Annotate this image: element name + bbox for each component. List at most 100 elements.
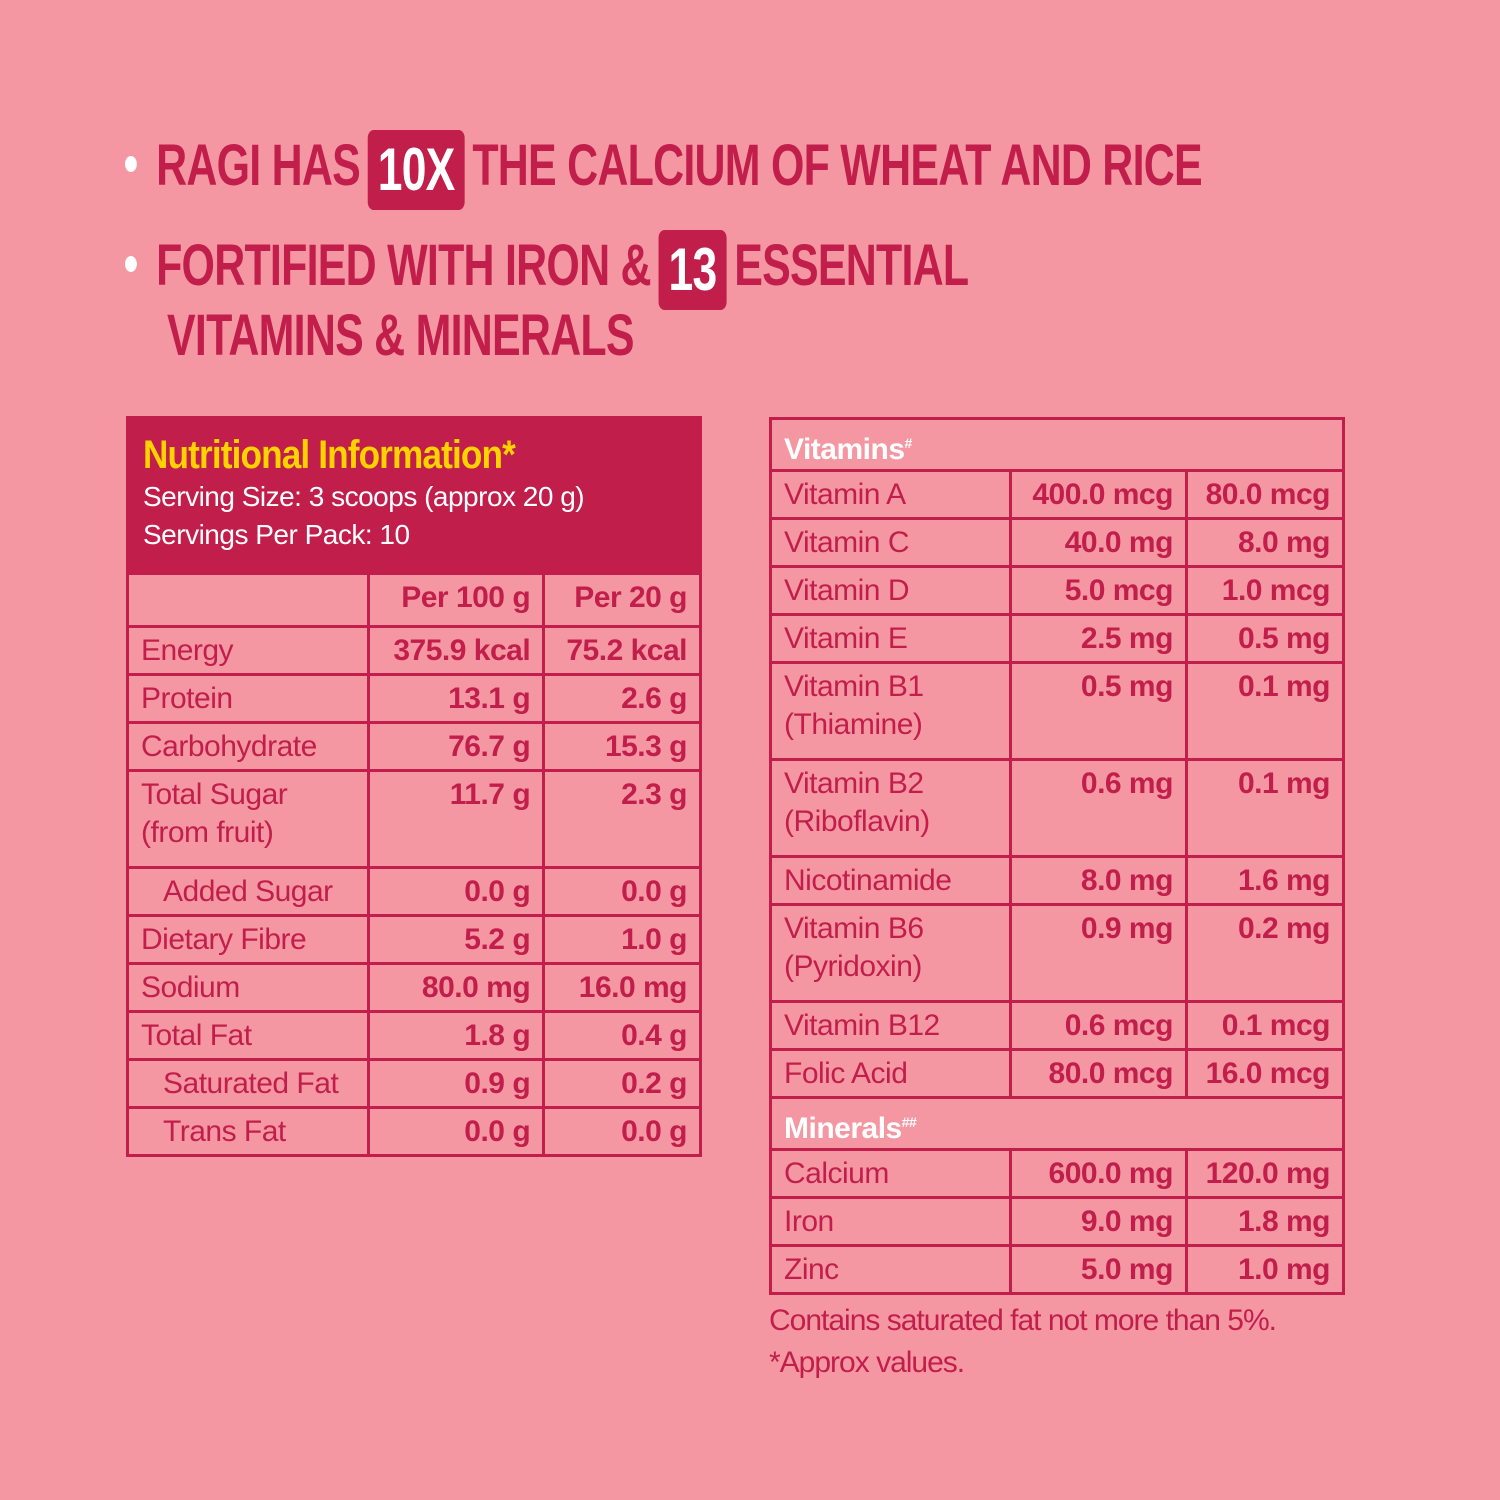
headline-calcium: RAGI HAS 10X THE CALCIUM OF WHEAT AND RICE bbox=[125, 129, 1203, 210]
column-header: Per 100 g bbox=[367, 572, 546, 628]
value-per-100g: 8.0 mg bbox=[1009, 855, 1188, 906]
nutrient-name: Nicotinamide bbox=[768, 855, 1013, 906]
column-header: Per 20 g bbox=[542, 572, 702, 628]
table-row: Saturated Fat 0.9 g 0.2 g bbox=[125, 1058, 702, 1109]
value-per-20g: 16.0 mcg bbox=[1184, 1048, 1346, 1099]
value-per-20g: 75.2 kcal bbox=[542, 625, 702, 676]
value-per-20g: 15.3 g bbox=[542, 721, 702, 772]
table-row: Total Fat 1.8 g 0.4 g bbox=[125, 1010, 702, 1061]
headline-text: FORTIFIED WITH IRON & bbox=[156, 233, 651, 298]
value-per-100g: 0.9 g bbox=[367, 1058, 546, 1109]
value-per-100g: 76.7 g bbox=[367, 721, 546, 772]
nutrient-name: Added Sugar bbox=[125, 866, 371, 917]
table-row: Added Sugar 0.0 g 0.0 g bbox=[125, 866, 702, 917]
value-per-100g: 11.7 g bbox=[367, 769, 546, 869]
value-per-20g: 120.0 mg bbox=[1184, 1148, 1346, 1199]
table-row: Vitamin B2 (Riboflavin) 0.6 mg 0.1 mg bbox=[768, 758, 1346, 858]
headline-text: THE CALCIUM OF WHEAT AND RICE bbox=[472, 133, 1202, 198]
servings-per-pack: Servings Per Pack: 10 bbox=[143, 519, 410, 550]
value-per-100g: 80.0 mcg bbox=[1009, 1048, 1188, 1099]
table-row: Vitamin A 400.0 mcg 80.0 mcg bbox=[768, 469, 1346, 520]
footnote: *Approx values. bbox=[769, 1346, 965, 1379]
column-header bbox=[125, 572, 371, 628]
nutrient-name: Trans Fat bbox=[125, 1106, 371, 1157]
nutrition-header: Nutritional Information* Serving Size: 3… bbox=[126, 416, 702, 573]
nutrient-name: Vitamin B12 bbox=[768, 1000, 1013, 1051]
nutrient-name: Vitamin A bbox=[768, 469, 1013, 520]
headline-fortified: FORTIFIED WITH IRON & 13 ESSENTIAL bbox=[125, 229, 969, 310]
nutrient-name: Protein bbox=[125, 673, 371, 724]
table-row: Protein 13.1 g 2.6 g bbox=[125, 673, 702, 724]
nutrient-name: Vitamin B1 (Thiamine) bbox=[768, 661, 1013, 761]
table-row: Sodium 80.0 mg 16.0 mg bbox=[125, 962, 702, 1013]
table-row: Vitamin D 5.0 mcg 1.0 mcg bbox=[768, 565, 1346, 616]
value-per-100g: 5.0 mg bbox=[1009, 1244, 1188, 1295]
nutrient-name: Vitamin D bbox=[768, 565, 1013, 616]
value-per-100g: 80.0 mg bbox=[367, 962, 546, 1013]
nutrient-name: Total Sugar (from fruit) bbox=[125, 769, 371, 869]
table-row: Vitamin C 40.0 mg 8.0 mg bbox=[768, 517, 1346, 568]
value-per-20g: 0.4 g bbox=[542, 1010, 702, 1061]
value-per-100g: 600.0 mg bbox=[1009, 1148, 1188, 1199]
table-row: Zinc 5.0 mg 1.0 mg bbox=[768, 1244, 1346, 1295]
nutrient-name: Calcium bbox=[768, 1148, 1013, 1199]
value-per-100g: 0.6 mg bbox=[1009, 758, 1188, 858]
value-per-100g: 13.1 g bbox=[367, 673, 546, 724]
table-row: Trans Fat 0.0 g 0.0 g bbox=[125, 1106, 702, 1157]
table-row: Energy 375.9 kcal 75.2 kcal bbox=[125, 625, 702, 676]
value-per-100g: 40.0 mg bbox=[1009, 517, 1188, 568]
value-per-20g: 0.5 mg bbox=[1184, 613, 1346, 664]
value-per-100g: 0.5 mg bbox=[1009, 661, 1188, 761]
table-row: Total Sugar (from fruit) 11.7 g 2.3 g bbox=[125, 769, 702, 869]
nutrient-name: Iron bbox=[768, 1196, 1013, 1247]
value-per-20g: 1.0 g bbox=[542, 914, 702, 965]
value-per-20g: 1.0 mcg bbox=[1184, 565, 1346, 616]
value-per-20g: 2.3 g bbox=[542, 769, 702, 869]
table-row: Carbohydrate 76.7 g 15.3 g bbox=[125, 721, 702, 772]
value-per-20g: 0.2 mg bbox=[1184, 903, 1346, 1003]
vitamins-minerals-table: Vitamins# Vitamin A 400.0 mcg 80.0 mcg Vitam… bbox=[768, 417, 1346, 1295]
section-title-text: Minerals bbox=[784, 1112, 902, 1145]
table-row: Vitamin B6 (Pyridoxin) 0.9 mg 0.2 mg bbox=[768, 903, 1346, 1003]
section-title: Vitamins# bbox=[769, 417, 1345, 472]
table-row: Calcium 600.0 mg 120.0 mg bbox=[768, 1148, 1346, 1199]
nutrient-name: Sodium bbox=[125, 962, 371, 1013]
value-per-100g: 375.9 kcal bbox=[367, 625, 546, 676]
value-per-20g: 16.0 mg bbox=[542, 962, 702, 1013]
nutrient-name: Vitamin B2 (Riboflavin) bbox=[768, 758, 1013, 858]
nutrient-name: Folic Acid bbox=[768, 1048, 1013, 1099]
value-per-20g: 80.0 mcg bbox=[1184, 469, 1346, 520]
bullet-icon bbox=[125, 255, 137, 272]
nutrient-name: Energy bbox=[125, 625, 371, 676]
nutrient-name: Total Fat bbox=[125, 1010, 371, 1061]
value-per-20g: 1.8 mg bbox=[1184, 1196, 1346, 1247]
headline-line3: VITAMINS & MINERALS bbox=[167, 303, 635, 368]
table-header-row: Per 100 g Per 20 g bbox=[125, 572, 702, 628]
table-row: Vitamin E 2.5 mg 0.5 mg bbox=[768, 613, 1346, 664]
value-per-20g: 0.1 mg bbox=[1184, 661, 1346, 761]
footnote-mark: # bbox=[904, 435, 913, 451]
value-per-100g: 2.5 mg bbox=[1009, 613, 1188, 664]
value-per-20g: 0.0 g bbox=[542, 1106, 702, 1157]
nutrient-name: Saturated Fat bbox=[125, 1058, 371, 1109]
headline-text: ESSENTIAL bbox=[734, 233, 969, 298]
value-per-100g: 0.9 mg bbox=[1009, 903, 1188, 1003]
value-per-100g: 1.8 g bbox=[367, 1010, 546, 1061]
value-per-100g: 5.2 g bbox=[367, 914, 546, 965]
nutrition-title: Nutritional Information* bbox=[143, 433, 516, 477]
nutrient-name: Zinc bbox=[768, 1244, 1013, 1295]
value-per-20g: 1.6 mg bbox=[1184, 855, 1346, 906]
nutrient-name: Vitamin E bbox=[768, 613, 1013, 664]
table-row: Vitamin B1 (Thiamine) 0.5 mg 0.1 mg bbox=[768, 661, 1346, 761]
nutrient-name: Vitamin B6 (Pyridoxin) bbox=[768, 903, 1013, 1003]
table-row: Iron 9.0 mg 1.8 mg bbox=[768, 1196, 1346, 1247]
value-per-100g: 0.6 mcg bbox=[1009, 1000, 1188, 1051]
table-row: Folic Acid 80.0 mcg 16.0 mcg bbox=[768, 1048, 1346, 1099]
highlight-badge: 13 bbox=[658, 229, 727, 310]
serving-size: Serving Size: 3 scoops (approx 20 g) bbox=[143, 481, 585, 512]
value-per-100g: 5.0 mcg bbox=[1009, 565, 1188, 616]
nutrition-table: Per 100 g Per 20 g Energy 375.9 kcal 75.2 … bbox=[125, 572, 702, 1157]
value-per-20g: 8.0 mg bbox=[1184, 517, 1346, 568]
section-header-row: Minerals## bbox=[769, 1096, 1345, 1151]
section-header-row: Vitamins# bbox=[769, 417, 1345, 472]
